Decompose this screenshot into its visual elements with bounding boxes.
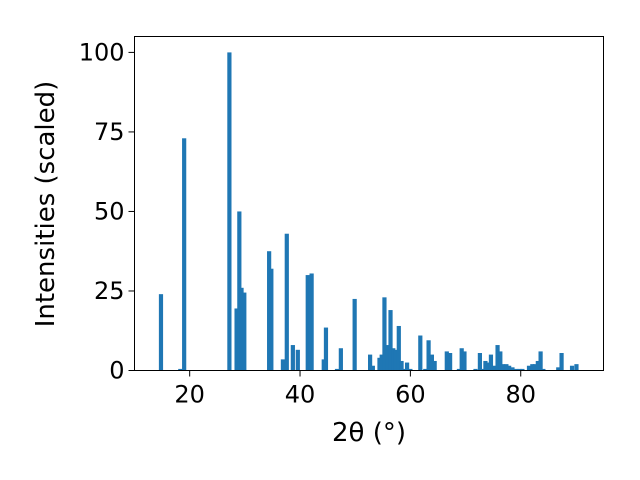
x-tick-label: 80 [505,381,536,409]
bar [541,368,546,371]
bar [498,351,503,371]
bar [538,351,543,371]
bar [574,364,579,371]
bar [514,368,519,371]
bar [237,211,242,371]
bar [569,365,575,371]
bar [284,233,289,371]
bar [227,52,232,371]
x-tick-label: 40 [285,381,316,409]
bar [309,273,314,371]
bar [480,368,485,371]
bar [295,349,300,371]
bar [385,345,390,371]
plot-frame [134,36,604,371]
bar [456,368,462,371]
y-axis: 0 25 50 75 100 [79,38,135,385]
bar [399,360,404,371]
bar [404,362,410,371]
bar [432,360,437,371]
bar [500,364,506,371]
bar [321,359,326,371]
bar [507,365,512,371]
bar [483,360,488,371]
bar [267,251,272,371]
bar [486,362,491,371]
bar [379,354,384,371]
y-tick-label: 100 [79,38,125,66]
y-tick-label: 75 [94,118,125,146]
bar [305,275,310,371]
bar [377,357,382,371]
bar [559,353,564,371]
bar [526,365,532,371]
bar [418,335,423,371]
bar [370,365,375,371]
bar [352,298,357,371]
bar [556,367,561,371]
bar [448,353,453,371]
bar [473,368,478,371]
bar [334,368,340,371]
bar [239,287,244,371]
bar [338,348,343,371]
bar [495,345,500,371]
x-axis-label: 2θ (°) [332,418,406,448]
bar [488,354,494,371]
bar [423,368,428,371]
x-axis: 20 40 60 80 [174,370,536,409]
bar [178,368,183,371]
bar [459,348,464,371]
y-axis-label: Intensities (scaled) [31,81,61,328]
bar [182,138,187,371]
bar [393,349,399,371]
bar [280,359,286,371]
y-tick-label: 50 [94,197,125,225]
bar [368,354,373,371]
bar [391,348,396,371]
bar-series [158,52,579,371]
bar [477,353,482,371]
bar [492,365,497,371]
bar [323,327,329,371]
x-tick-label: 20 [174,381,205,409]
bar [388,310,393,371]
bar [290,345,295,371]
bar [382,297,387,371]
bar [517,368,522,371]
bar [402,368,407,371]
bar [158,294,164,371]
y-tick-label: 25 [94,277,125,305]
bar [510,367,515,371]
x-tick-label: 60 [395,381,426,409]
bar [396,325,401,371]
bar [520,368,525,371]
bar [535,360,540,371]
bar [444,351,449,371]
bar [269,268,274,371]
bar [532,364,538,371]
bar [504,364,509,371]
bar [462,351,467,371]
bar [242,292,247,371]
bar [530,364,535,371]
y-tick-label: 0 [109,357,124,385]
bar [408,368,413,371]
bar [429,354,434,371]
bar [426,340,431,371]
bar [234,308,239,371]
